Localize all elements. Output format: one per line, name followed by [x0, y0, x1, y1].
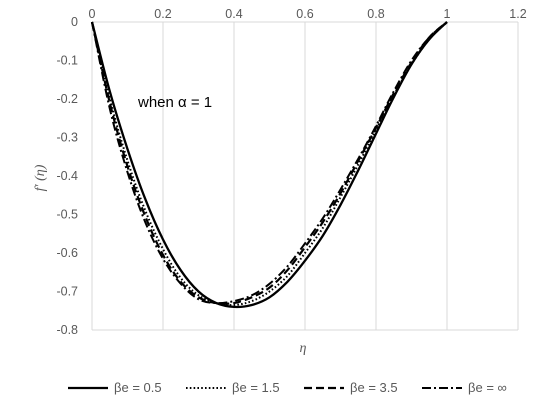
series-lines	[90, 21, 448, 309]
y-tick-label: -0.1	[56, 54, 78, 68]
y-axis-title: f′ (η)	[33, 164, 48, 191]
y-tick-label: -0.5	[56, 208, 78, 222]
series-line-dashdot	[91, 21, 448, 305]
legend-label: βe = 0.5	[114, 380, 162, 395]
y-tick-label: -0.2	[56, 92, 78, 106]
legend: βe = 0.5 βe = 1.5 βe = 3.5 βe = ∞	[68, 380, 507, 395]
legend-label: βe = 3.5	[350, 380, 398, 395]
y-tick-label: -0.7	[56, 285, 78, 299]
x-tick-label: 0	[89, 7, 96, 21]
x-tick-labels: 0 0.2 0.4 0.6 0.8 1 1.2	[89, 7, 527, 21]
x-tick-label: 0.8	[367, 7, 384, 21]
x-axis-title: η	[300, 341, 307, 356]
y-tick-label: -0.4	[56, 169, 78, 183]
x-tick-label: 0.2	[154, 7, 171, 21]
legend-label: βe = 1.5	[232, 380, 280, 395]
annotation-text: when α = 1	[137, 94, 212, 111]
y-tick-labels: 0 -0.1 -0.2 -0.3 -0.4 -0.5 -0.6 -0.7 -0.8	[56, 15, 78, 337]
grid-lines	[91, 21, 519, 331]
y-tick-label: -0.3	[56, 131, 78, 145]
x-tick-label: 1.2	[509, 7, 526, 21]
y-tick-label: -0.6	[56, 246, 78, 260]
series-line-solid	[90, 21, 448, 309]
y-tick-label: -0.8	[56, 323, 78, 337]
y-tick-label: 0	[71, 15, 78, 29]
x-tick-label: 0.4	[225, 7, 242, 21]
x-tick-label: 0.6	[296, 7, 313, 21]
legend-label: βe = ∞	[468, 380, 507, 395]
series-line-dashed	[90, 21, 448, 305]
x-tick-label: 1	[444, 7, 451, 21]
series-line-dotted	[91, 21, 448, 307]
